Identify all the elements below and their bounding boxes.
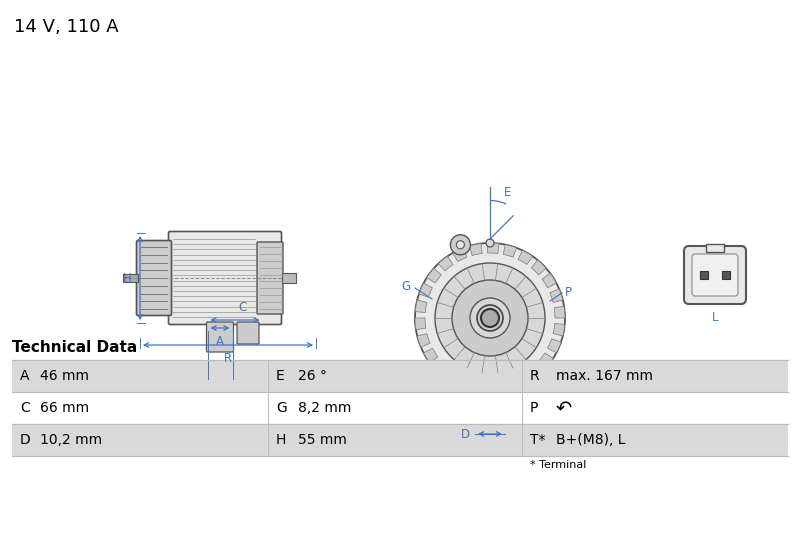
Wedge shape xyxy=(553,324,565,336)
Text: C: C xyxy=(20,401,30,415)
Text: 10,2 mm: 10,2 mm xyxy=(40,433,102,447)
Wedge shape xyxy=(417,334,430,347)
Wedge shape xyxy=(426,268,442,283)
Wedge shape xyxy=(438,256,453,271)
Text: max. 167 mm: max. 167 mm xyxy=(556,369,653,383)
Text: C: C xyxy=(238,301,246,314)
Bar xyxy=(12,392,788,424)
Text: T*: T* xyxy=(530,433,546,447)
Bar xyxy=(722,271,730,279)
Text: H: H xyxy=(276,433,286,447)
Text: P: P xyxy=(565,287,572,300)
Circle shape xyxy=(433,373,441,381)
FancyBboxPatch shape xyxy=(237,322,259,344)
Circle shape xyxy=(542,370,550,378)
Text: 8,2 mm: 8,2 mm xyxy=(298,401,351,415)
Text: D: D xyxy=(20,433,30,447)
Circle shape xyxy=(457,241,465,249)
Circle shape xyxy=(415,243,565,393)
Text: G: G xyxy=(276,401,286,415)
Wedge shape xyxy=(498,381,510,392)
Text: E: E xyxy=(276,369,285,383)
Wedge shape xyxy=(415,300,427,312)
Wedge shape xyxy=(513,374,527,388)
Wedge shape xyxy=(447,372,462,386)
Text: P: P xyxy=(530,401,538,415)
FancyBboxPatch shape xyxy=(257,242,283,314)
Wedge shape xyxy=(518,251,533,264)
Circle shape xyxy=(477,305,503,331)
Circle shape xyxy=(538,366,554,382)
Text: A: A xyxy=(216,335,224,348)
Text: 46 mm: 46 mm xyxy=(40,369,89,383)
Circle shape xyxy=(486,239,494,247)
Text: 26 °: 26 ° xyxy=(298,369,327,383)
Wedge shape xyxy=(415,318,426,330)
Text: R: R xyxy=(224,352,232,365)
Wedge shape xyxy=(547,339,561,353)
Wedge shape xyxy=(463,379,477,391)
Text: Technical Data: Technical Data xyxy=(12,340,138,355)
Text: H: H xyxy=(123,271,132,285)
Text: ↶: ↶ xyxy=(556,399,572,417)
Circle shape xyxy=(470,298,510,338)
Wedge shape xyxy=(434,361,449,376)
Bar xyxy=(12,424,788,456)
FancyBboxPatch shape xyxy=(137,240,171,316)
Circle shape xyxy=(427,367,447,387)
Wedge shape xyxy=(531,260,546,275)
Bar xyxy=(123,274,138,282)
Circle shape xyxy=(435,263,545,373)
Wedge shape xyxy=(538,353,554,368)
Text: A: A xyxy=(20,369,30,383)
Circle shape xyxy=(452,280,528,356)
Text: E: E xyxy=(504,187,512,199)
Circle shape xyxy=(481,309,499,327)
Text: D: D xyxy=(461,427,470,440)
Text: * Terminal: * Terminal xyxy=(530,460,586,470)
FancyBboxPatch shape xyxy=(206,322,234,352)
Wedge shape xyxy=(550,289,563,302)
Bar xyxy=(700,271,708,279)
Text: 55 mm: 55 mm xyxy=(298,433,347,447)
Wedge shape xyxy=(503,245,517,257)
Wedge shape xyxy=(453,248,467,262)
Wedge shape xyxy=(423,348,438,363)
Wedge shape xyxy=(419,283,433,297)
Text: L: L xyxy=(712,311,718,324)
Bar xyxy=(706,244,724,252)
Text: 14 V, 110 A: 14 V, 110 A xyxy=(14,18,118,36)
Text: G: G xyxy=(401,279,410,293)
Bar xyxy=(282,273,296,283)
FancyBboxPatch shape xyxy=(692,254,738,296)
Wedge shape xyxy=(487,243,499,254)
FancyBboxPatch shape xyxy=(684,246,746,304)
FancyBboxPatch shape xyxy=(169,231,282,325)
Wedge shape xyxy=(554,306,565,318)
Bar xyxy=(12,360,788,392)
Wedge shape xyxy=(470,244,482,255)
Wedge shape xyxy=(527,365,542,379)
Circle shape xyxy=(450,235,470,255)
Wedge shape xyxy=(481,383,493,393)
Wedge shape xyxy=(542,273,557,288)
Text: 66 mm: 66 mm xyxy=(40,401,89,415)
Text: R: R xyxy=(530,369,540,383)
Text: B+(M8), L: B+(M8), L xyxy=(556,433,626,447)
